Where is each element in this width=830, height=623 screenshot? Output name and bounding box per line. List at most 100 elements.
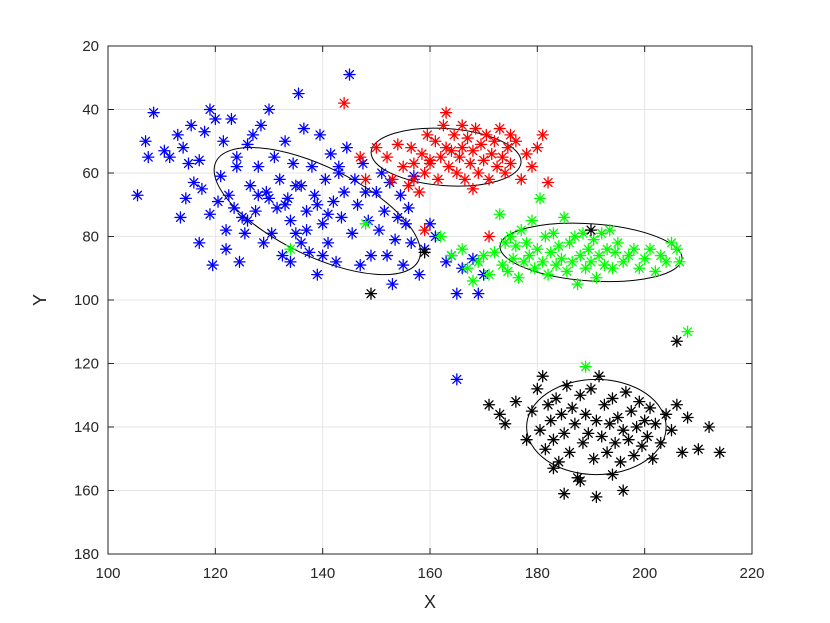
data-point [450,373,463,386]
data-point [348,173,362,186]
y-tick-label: 160 [74,483,99,500]
data-point [665,424,678,437]
y-tick-label: 140 [74,419,99,436]
data-point [574,249,587,262]
data-point [643,243,657,256]
data-point [429,135,442,148]
data-point [574,474,587,488]
data-point [227,201,241,215]
data-point [587,233,600,246]
data-point [541,398,555,411]
x-tick-label: 200 [632,565,657,582]
data-point [265,227,278,240]
data-point [606,262,619,275]
data-point [560,265,573,278]
data-point [555,252,568,265]
data-point [198,125,211,138]
data-point [579,360,592,373]
data-point [541,268,555,281]
data-point [359,185,372,199]
data-point [507,252,520,265]
data-point [300,204,313,218]
data-points [131,68,726,504]
data-point [595,227,608,240]
data-point [437,119,450,132]
data-point [630,420,643,434]
data-point [450,287,463,300]
data-point [249,204,262,218]
data-point [421,128,434,142]
data-point [456,243,469,256]
data-point [558,427,571,440]
data-point [316,249,329,262]
data-point [617,255,630,269]
data-point [482,173,496,186]
data-point [533,424,547,437]
data-point [158,144,171,157]
data-point [517,255,531,269]
data-point [617,424,630,437]
data-point [525,214,539,227]
data-point [278,135,292,148]
data-point [131,189,144,202]
data-point [590,271,603,284]
data-point [300,223,313,237]
data-point [579,408,592,421]
data-point [501,141,514,154]
data-point [493,208,506,221]
data-point [289,179,302,192]
data-point [584,223,598,237]
data-point [560,379,573,392]
data-point [193,236,206,250]
y-tick-label: 80 [82,229,99,246]
data-point [673,255,686,269]
data-point [297,122,311,135]
data-point [402,179,415,192]
data-point [252,160,265,173]
data-point [563,236,576,250]
data-point [531,141,544,154]
data-point [482,268,496,281]
data-point [418,223,431,237]
data-point [225,112,238,126]
data-point [354,150,367,164]
data-point [214,170,227,183]
data-point [295,236,308,250]
data-point [549,258,563,272]
data-point [305,160,319,173]
data-point [364,249,378,262]
data-point [643,401,657,415]
data-point [498,417,512,430]
data-point [617,484,630,497]
data-point [182,157,195,170]
data-point [241,214,254,227]
data-point [579,262,592,275]
data-point [681,411,694,424]
data-point [284,243,297,256]
data-point [659,255,673,269]
data-point [509,135,523,148]
data-point [598,258,611,272]
data-point [174,211,187,224]
data-point [625,404,638,418]
data-point [405,141,418,154]
data-point [447,128,461,142]
data-point [544,414,557,427]
data-point [359,173,372,186]
data-point [466,182,480,196]
data-point [179,192,192,205]
data-point [219,243,233,256]
data-point [528,262,541,275]
data-point [147,106,160,119]
data-point [211,195,225,208]
data-point [665,236,678,250]
data-point [611,236,624,250]
data-point [252,189,265,202]
data-point [466,274,480,288]
data-point [547,227,560,240]
data-point [343,68,356,81]
data-point [286,157,300,170]
data-point [584,382,598,396]
data-point [278,198,292,211]
data-point [246,128,260,142]
